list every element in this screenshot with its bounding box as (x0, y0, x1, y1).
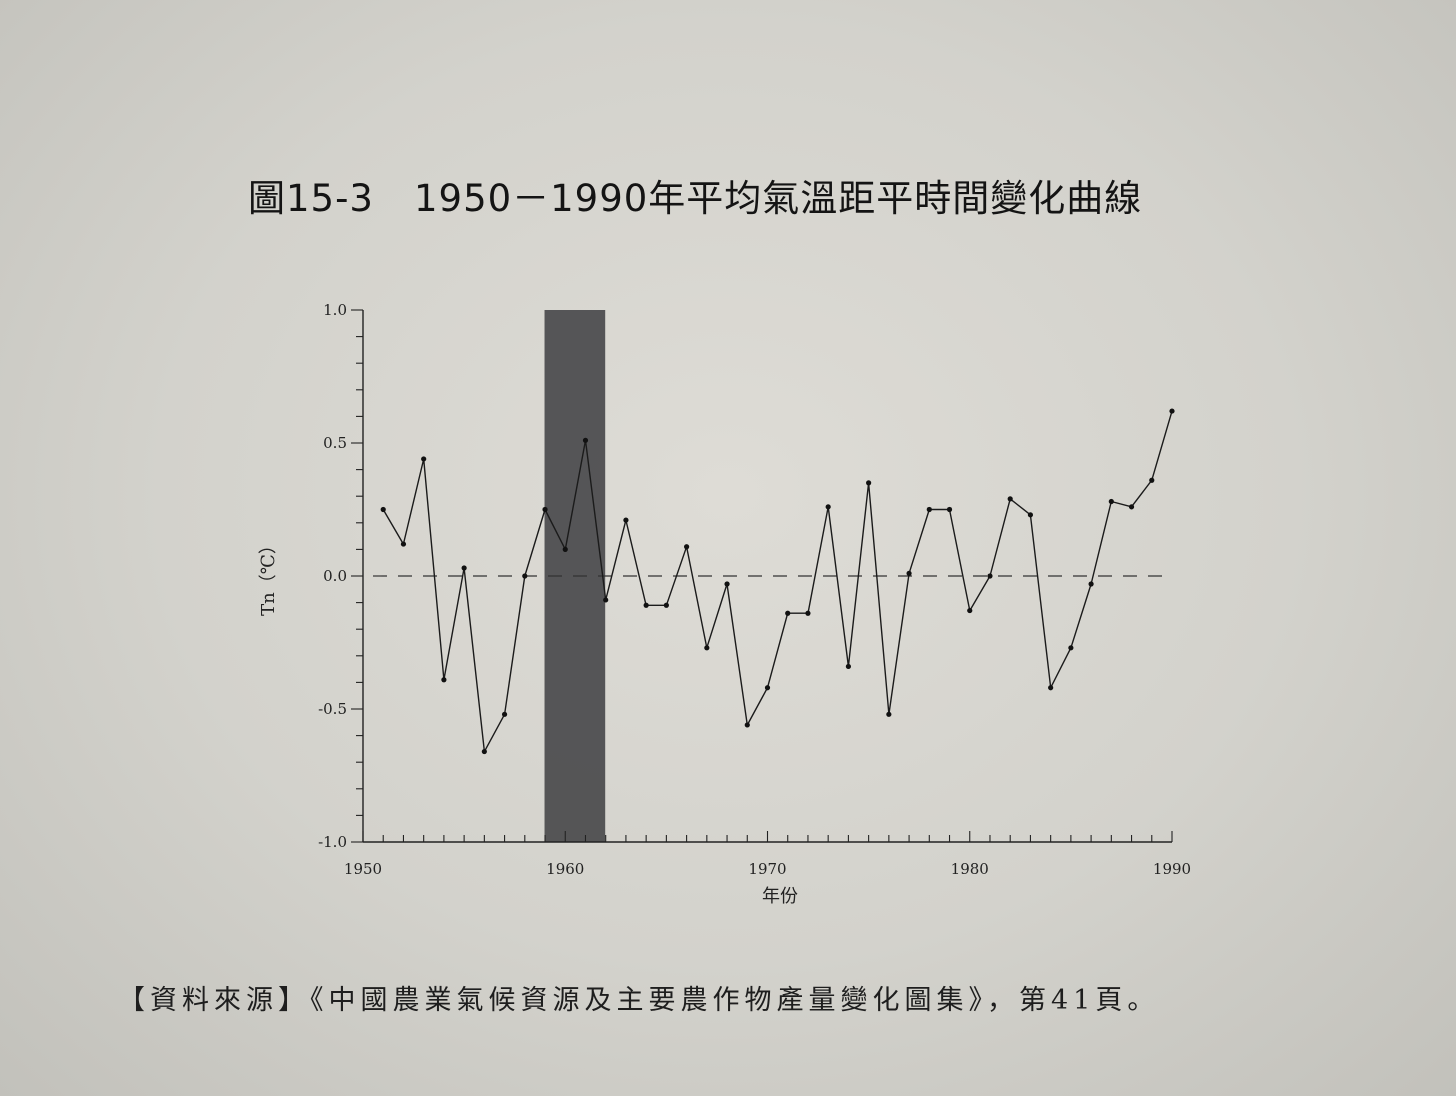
data-point (501, 711, 508, 717)
y-tick-label: 1.0 (323, 301, 347, 319)
data-point (1027, 512, 1034, 518)
data-point (603, 597, 609, 603)
data-point (481, 748, 487, 755)
data-point (421, 456, 427, 462)
data-point (562, 546, 568, 553)
data-point (380, 506, 386, 513)
data-point (441, 677, 447, 683)
data-point (461, 565, 467, 571)
data-point (1169, 408, 1175, 414)
data-point (906, 570, 912, 576)
y-axis-label: Tn（℃） (258, 536, 279, 616)
series-line (382, 410, 1173, 753)
data-point (926, 506, 932, 513)
data-point (987, 573, 993, 579)
data-point (744, 722, 750, 728)
data-point (845, 663, 852, 670)
data-point (704, 645, 710, 651)
data-point (1068, 645, 1074, 651)
data-point (400, 541, 407, 547)
data-point (866, 480, 872, 486)
data-point (967, 607, 973, 614)
data-point (643, 602, 649, 608)
y-tick-label: 0.5 (323, 434, 347, 452)
y-tick-label: 0.0 (323, 567, 347, 585)
x-axis-label: 年份 (762, 886, 798, 907)
figure-title-text: 1950－1990年平均氣溫距平時間變化曲線 (413, 177, 1143, 220)
data-point (785, 610, 791, 616)
label-layer: 年份 Tn（℃） (258, 536, 798, 907)
data-point (1007, 496, 1013, 502)
axes-layer: 1.0 0.5 0.0 -0.5 -1.0 1950 1960 1970 1980 1990 (318, 301, 1191, 878)
series-layer (380, 408, 1175, 755)
data-point (764, 685, 771, 691)
figure-title: 圖15-3 1950－1990年平均氣溫距平時間變化曲線 (248, 168, 1142, 222)
data-point (886, 711, 892, 717)
data-point (522, 573, 528, 579)
y-tick-label: -0.5 (318, 700, 347, 718)
data-point (805, 610, 811, 616)
data-point (663, 602, 669, 608)
x-tick-label: 1970 (748, 860, 786, 878)
data-point (1128, 504, 1135, 510)
data-point (946, 506, 953, 513)
data-point (684, 544, 690, 550)
data-point (582, 437, 589, 443)
y-tick-label: -1.0 (318, 833, 347, 851)
data-point (1048, 685, 1054, 691)
data-point (623, 517, 629, 523)
source-citation: 【資料來源】《中國農業氣候資源及主要農作物產量變化圖集》，第41頁。 (118, 985, 1160, 1016)
figure-number: 圖15-3 (248, 177, 374, 220)
data-point (542, 506, 548, 513)
data-point (825, 504, 831, 510)
data-point (1088, 581, 1094, 587)
data-point (1149, 477, 1155, 483)
x-tick-label: 1990 (1153, 860, 1191, 878)
data-point (1108, 498, 1114, 505)
x-tick-label: 1950 (344, 860, 382, 878)
data-point (724, 581, 730, 587)
x-tick-label: 1980 (951, 860, 989, 878)
x-tick-label: 1960 (546, 860, 584, 878)
